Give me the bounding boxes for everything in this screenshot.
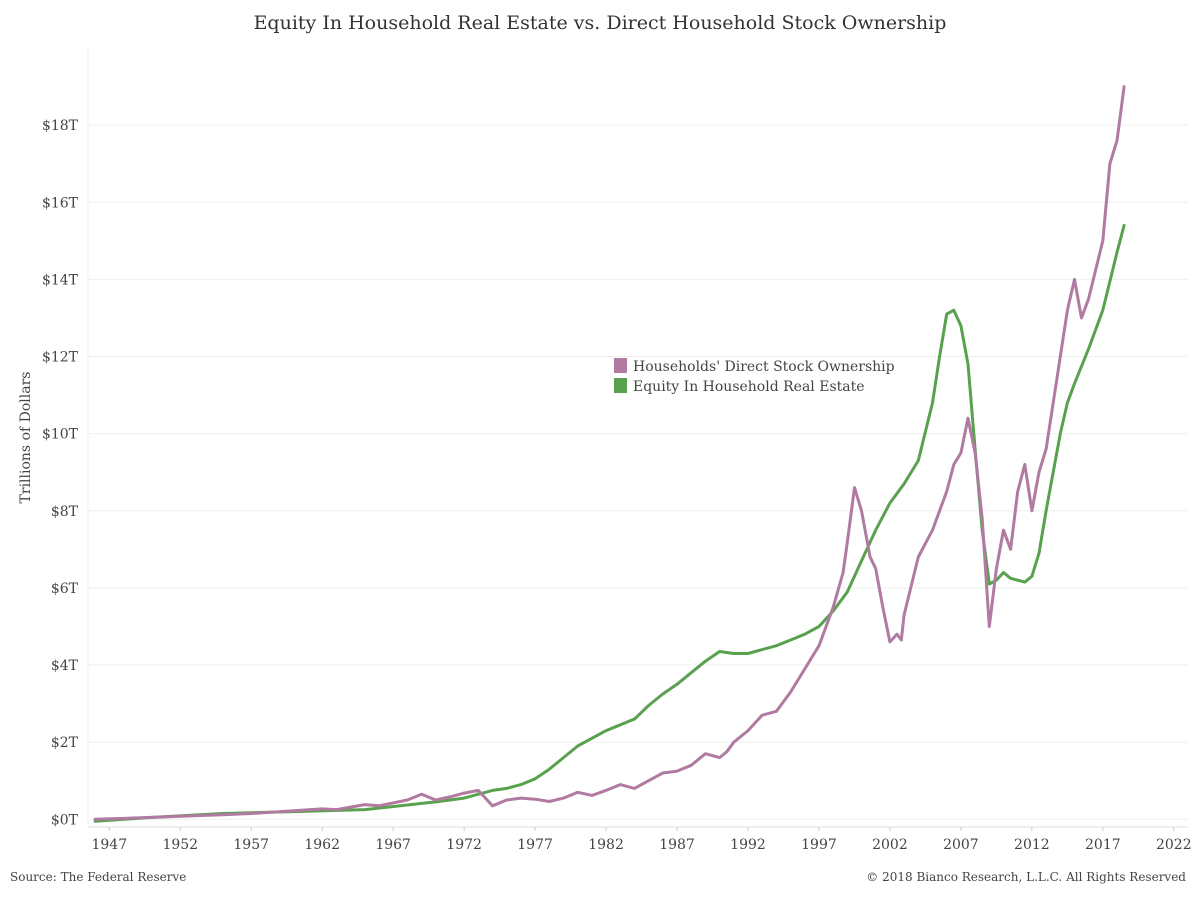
x-tick-label: 1957 — [233, 837, 269, 853]
x-axis: 1947 1952 1957 1962 1967 1972 1977 1982 1987 1992… — [91, 827, 1192, 853]
y-tick-label: $10T — [42, 427, 79, 443]
series-line-stock-ownership — [93, 85, 1126, 821]
x-tick-label: 2012 — [1014, 837, 1050, 853]
x-tick-label: 1962 — [304, 837, 340, 853]
x-tick-label: 1952 — [162, 837, 198, 853]
series-layer — [93, 85, 1126, 823]
y-axis: $0T $2T $4T $6T $8T $10T $12T $14T $16T $18T — [42, 118, 79, 828]
legend-label: Equity In Household Real Estate — [633, 379, 865, 395]
x-tick-label: 1992 — [730, 837, 766, 853]
grid-lines — [87, 48, 1188, 828]
x-tick-label: 1972 — [446, 837, 482, 853]
y-tick-label: $18T — [42, 118, 79, 134]
y-tick-label: $12T — [42, 350, 79, 366]
x-tick-label: 1977 — [517, 837, 553, 853]
legend: Households' Direct Stock Ownership Equity… — [614, 358, 895, 395]
legend-swatch — [614, 358, 627, 373]
series-line-real-estate-equity — [93, 223, 1126, 823]
y-tick-label: $0T — [51, 812, 79, 828]
legend-label: Households' Direct Stock Ownership — [633, 359, 895, 375]
copyright-note: © 2018 Bianco Research, L.L.C. All Right… — [866, 870, 1186, 884]
y-tick-label: $14T — [42, 272, 79, 288]
y-tick-label: $6T — [51, 581, 79, 597]
y-tick-label: $2T — [51, 735, 79, 751]
x-tick-label: 2007 — [943, 837, 979, 853]
x-tick-label: 2022 — [1156, 837, 1192, 853]
x-tick-label: 2017 — [1085, 837, 1121, 853]
source-note: Source: The Federal Reserve — [10, 870, 187, 884]
x-tick-label: 1967 — [375, 837, 411, 853]
x-tick-label: 1987 — [659, 837, 695, 853]
x-tick-label: 1997 — [801, 837, 837, 853]
y-tick-label: $16T — [42, 195, 79, 211]
chart-title: Equity In Household Real Estate vs. Dire… — [253, 12, 947, 34]
x-tick-label: 1947 — [91, 837, 127, 853]
legend-swatch — [614, 378, 627, 393]
y-axis-title: Trillions of Dollars — [18, 372, 34, 504]
x-tick-label: 1982 — [588, 837, 624, 853]
y-tick-label: $4T — [51, 658, 79, 674]
x-tick-label: 2002 — [872, 837, 908, 853]
y-tick-label: $8T — [51, 504, 79, 520]
